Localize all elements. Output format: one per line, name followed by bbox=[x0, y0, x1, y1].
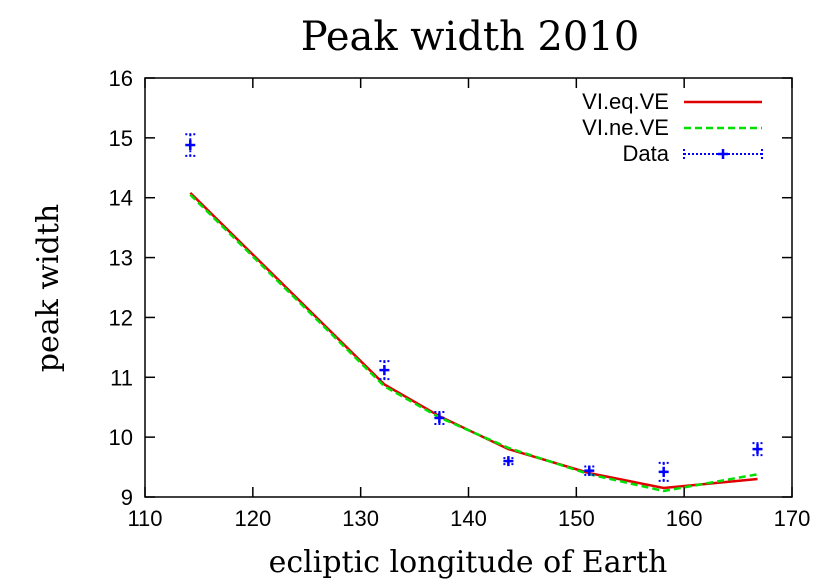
y-tick-label: 9 bbox=[121, 485, 133, 510]
series-line bbox=[189, 192, 758, 490]
data-point bbox=[752, 442, 763, 457]
data-point bbox=[584, 465, 595, 476]
legend-label: VI.ne.VE bbox=[582, 115, 669, 140]
data-point bbox=[379, 360, 390, 381]
y-tick-label: 10 bbox=[109, 425, 133, 450]
legend-label: VI.eq.VE bbox=[582, 89, 669, 114]
y-tick-label: 15 bbox=[109, 126, 133, 151]
series-1 bbox=[189, 193, 758, 493]
chart-title: Peak width 2010 bbox=[301, 14, 640, 60]
y-tick-label: 16 bbox=[109, 66, 133, 91]
axis-ticks: 110 120 130 140 150 160 170 9 10 11 12 13 14 15 16 bbox=[109, 66, 811, 531]
series-layer bbox=[185, 133, 763, 493]
series-0 bbox=[189, 192, 758, 490]
data-point bbox=[434, 411, 445, 425]
data-point bbox=[503, 456, 514, 467]
x-axis-label: ecliptic longitude of Earth bbox=[269, 545, 668, 580]
y-tick-label: 11 bbox=[110, 365, 133, 390]
legend-label: Data bbox=[623, 141, 670, 166]
x-tick-label: 140 bbox=[450, 506, 487, 531]
x-tick-label: 120 bbox=[234, 506, 271, 531]
y-tick-label: 13 bbox=[109, 246, 133, 271]
legend-entry: Data bbox=[623, 141, 763, 166]
data-point bbox=[185, 133, 196, 157]
x-tick-label: 110 bbox=[127, 506, 162, 531]
y-tick-label: 14 bbox=[109, 186, 133, 211]
y-tick-label: 12 bbox=[109, 305, 133, 330]
series-2 bbox=[185, 133, 763, 482]
legend-entry: VI.eq.VE bbox=[582, 89, 762, 114]
x-tick-label: 130 bbox=[342, 506, 379, 531]
data-point bbox=[658, 461, 669, 482]
x-tick-label: 160 bbox=[666, 506, 703, 531]
plot-frame bbox=[144, 77, 793, 498]
series-line bbox=[189, 193, 758, 493]
x-tick-label: 150 bbox=[558, 506, 595, 531]
legend-entry: VI.ne.VE bbox=[582, 115, 762, 140]
x-tick-label: 170 bbox=[774, 506, 811, 531]
y-axis-label: peak width bbox=[31, 204, 66, 372]
